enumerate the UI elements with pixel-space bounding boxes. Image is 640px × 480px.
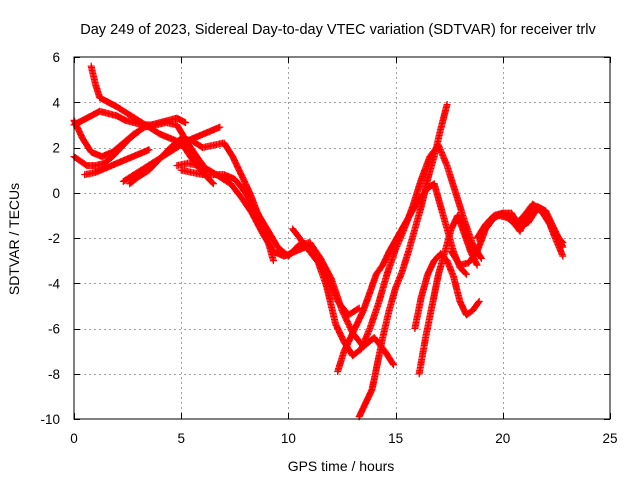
series-track-14	[415, 211, 481, 378]
y-tick-label: -4	[48, 276, 60, 291]
y-tick-label: 0	[52, 186, 60, 201]
x-tick-label: 25	[602, 431, 617, 446]
series-track-9	[177, 166, 397, 369]
x-tick-label: 0	[70, 431, 78, 446]
chart-title: Day 249 of 2023, Sidereal Day-to-day VTE…	[80, 22, 596, 38]
y-tick-label: 2	[52, 141, 60, 156]
series-track-7	[126, 134, 277, 265]
y-axis-label: SDTVAR / TECUs	[6, 183, 22, 295]
data-point-markers	[415, 211, 481, 378]
data-point-markers	[177, 166, 397, 369]
y-tick-label: -2	[48, 231, 60, 246]
x-axis-label: GPS time / hours	[288, 458, 395, 474]
axis-ticks: 0 5 10 15 20 25 -10 -8 -6 -4 -2 0 2 4 6	[40, 50, 617, 446]
series-track-5	[81, 146, 153, 179]
data-point-markers	[173, 159, 363, 319]
y-tick-label: 4	[52, 95, 60, 110]
series-track-12	[355, 101, 451, 421]
data-point-markers	[411, 250, 483, 332]
data-point-markers	[81, 146, 153, 179]
x-tick-label: 15	[388, 431, 403, 446]
series-track-8	[173, 159, 363, 319]
y-tick-label: -6	[48, 322, 60, 337]
data-point-markers	[486, 200, 567, 246]
x-tick-label: 20	[495, 431, 510, 446]
y-tick-label: 6	[52, 50, 60, 65]
series-track-13	[411, 250, 483, 332]
series-track-17	[486, 200, 567, 246]
y-tick-label: -10	[40, 412, 60, 427]
grid-lines	[74, 57, 610, 419]
x-tick-label: 10	[281, 431, 296, 446]
data-point-markers	[126, 134, 277, 265]
y-tick-label: -8	[48, 367, 60, 382]
data-points	[70, 62, 567, 421]
data-point-markers	[355, 101, 451, 421]
x-tick-label: 5	[177, 431, 185, 446]
